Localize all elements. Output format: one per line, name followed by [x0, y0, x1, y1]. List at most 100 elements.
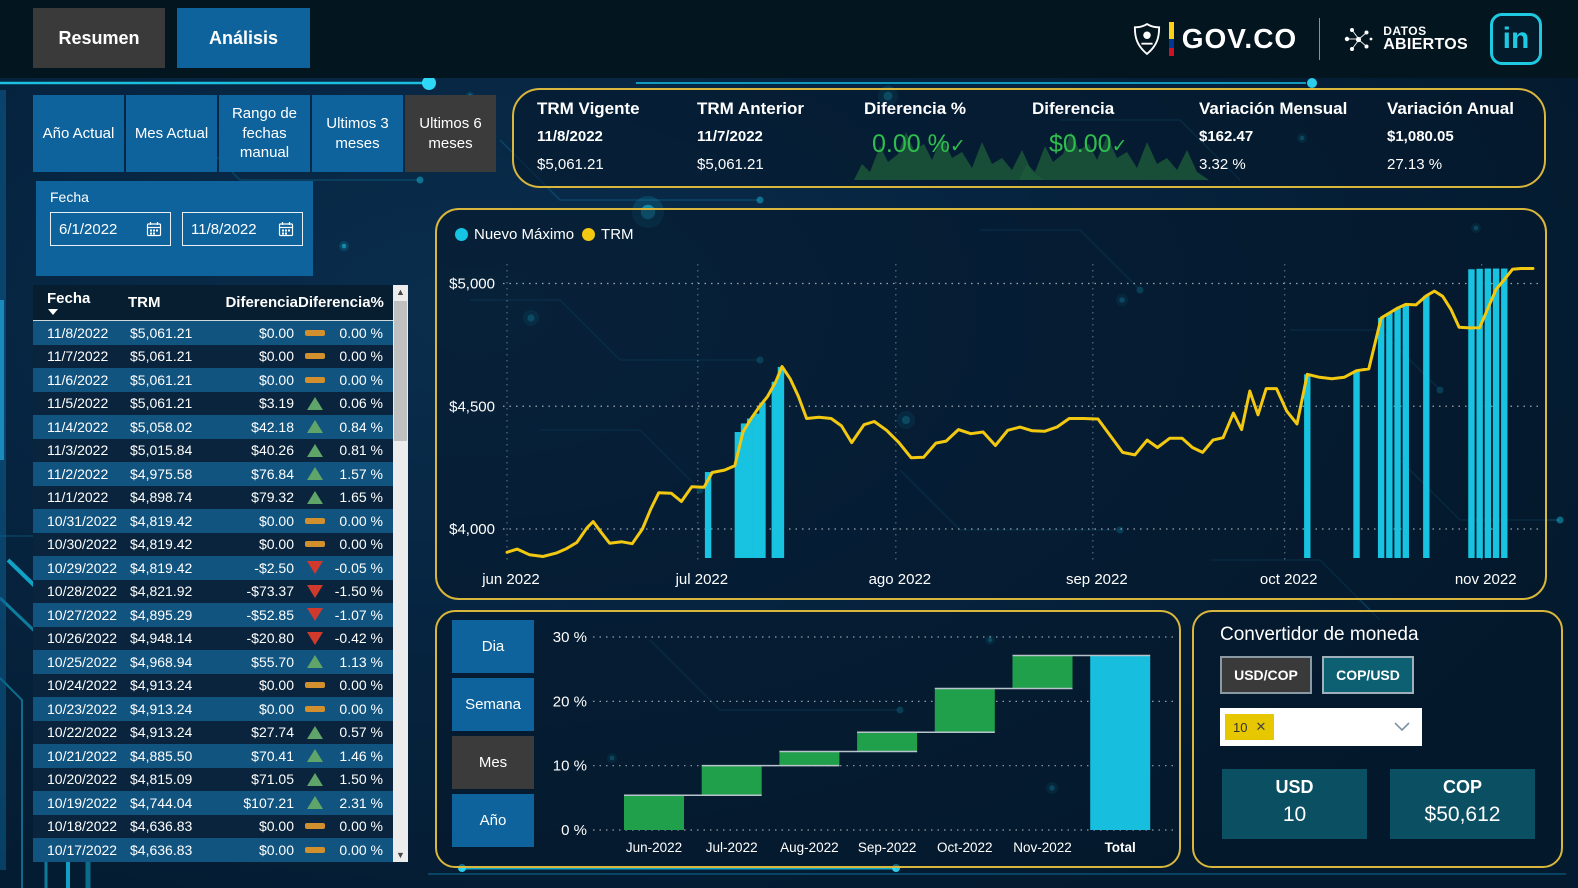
table-row[interactable]: 10/29/2022 $4,819.42 -$2.50 -0.05 % [33, 556, 408, 580]
end-date-input[interactable]: 11/8/2022 [182, 212, 303, 246]
column-header-diferencia[interactable]: Diferencia [225, 294, 298, 311]
nuevo-maximo-bar[interactable] [1402, 304, 1409, 558]
nuevo-maximo-bar[interactable] [1386, 312, 1393, 558]
table-row[interactable]: 10/18/2022 $4,636.83 $0.00 0.00 % [33, 814, 408, 838]
datos-abiertos-logo: DATOS ABIERTOS [1342, 22, 1468, 56]
amount-chip[interactable]: 10 ✕ [1225, 714, 1275, 740]
table-row[interactable]: 11/1/2022 $4,898.74 $79.32 1.65 % [33, 485, 408, 509]
up-indicator-icon [307, 467, 323, 481]
table-row[interactable]: 11/7/2022 $5,061.21 $0.00 0.00 % [33, 344, 408, 368]
nuevo-maximo-bar[interactable] [771, 381, 778, 558]
nuevo-maximo-bar[interactable] [1377, 317, 1385, 558]
table-scrollbar[interactable]: ▲ ▼ [393, 285, 408, 862]
amount-dropdown[interactable]: 10 ✕ [1220, 708, 1422, 746]
scroll-up-icon[interactable]: ▲ [396, 287, 405, 297]
tab-analisis[interactable]: Análisis [177, 8, 310, 68]
filter-button-4[interactable]: Ultimos 6 meses [405, 95, 496, 172]
table-row[interactable]: 11/5/2022 $5,061.21 $3.19 0.06 % [33, 391, 408, 415]
waterfall-bar-total[interactable] [1090, 655, 1151, 830]
column-header-trm[interactable]: TRM [128, 294, 161, 311]
filter-button-0[interactable]: Año Actual [33, 95, 124, 172]
column-header-fecha[interactable]: Fecha [33, 290, 128, 315]
x-axis-label: Sep-2022 [858, 840, 917, 855]
filter-button-2[interactable]: Rango de fechas manual [219, 95, 310, 172]
waterfall-bar-sep-2022[interactable] [857, 732, 918, 752]
table-row[interactable]: 10/21/2022 $4,885.50 $70.41 1.46 % [33, 744, 408, 768]
table-row[interactable]: 10/24/2022 $4,913.24 $0.00 0.00 % [33, 673, 408, 697]
nuevo-maximo-bar[interactable] [734, 432, 742, 558]
x-axis-label: Aug-2022 [780, 840, 839, 855]
scrollbar-thumb[interactable] [394, 301, 407, 441]
table-row[interactable]: 10/25/2022 $4,968.94 $55.70 1.13 % [33, 650, 408, 674]
linkedin-icon[interactable]: in [1490, 13, 1542, 65]
kpi-value: $1,080.05 [1387, 128, 1454, 145]
nuevo-maximo-bar[interactable] [1423, 295, 1430, 558]
nuevo-maximo-bar[interactable] [740, 423, 748, 558]
cop-usd-button[interactable]: COP/USD [1322, 656, 1414, 694]
table-row[interactable]: 11/2/2022 $4,975.58 $76.84 1.57 % [33, 462, 408, 486]
table-row[interactable]: 11/8/2022 $5,061.21 $0.00 0.00 % [33, 321, 408, 345]
waterfall-bar-oct-2022[interactable] [934, 688, 995, 733]
table-row[interactable]: 10/22/2022 $4,913.24 $27.74 0.57 % [33, 720, 408, 744]
table-row[interactable]: 11/4/2022 $5,058.02 $42.18 0.84 % [33, 415, 408, 439]
x-axis-label: Total [1105, 840, 1136, 855]
nuevo-maximo-bar[interactable] [1304, 374, 1311, 558]
datos-abiertos-line2: ABIERTOS [1383, 35, 1468, 53]
nuevo-maximo-bar[interactable] [1484, 268, 1492, 558]
waterfall-bar-jul-2022[interactable] [701, 765, 762, 796]
waterfall-bar-aug-2022[interactable] [779, 751, 840, 766]
start-date-input[interactable]: 6/1/2022 [50, 212, 171, 246]
x-axis-label: jun 2022 [481, 571, 540, 588]
nuevo-maximo-bar[interactable] [1476, 268, 1483, 558]
table-row[interactable]: 10/23/2022 $4,913.24 $0.00 0.00 % [33, 697, 408, 721]
calendar-icon[interactable] [278, 221, 294, 237]
table-row[interactable]: 10/17/2022 $4,636.83 $0.00 0.00 % [33, 838, 408, 862]
waterfall-bar-jun-2022[interactable] [624, 795, 684, 830]
nuevo-maximo-bar[interactable] [1501, 268, 1508, 558]
trm-line[interactable] [505, 267, 1535, 558]
waterfall-bar-nov-2022[interactable] [1012, 655, 1073, 689]
kpi-sparkline [1019, 132, 1209, 180]
amount-chip-value: 10 [1233, 719, 1248, 735]
y-axis-label: 30 % [553, 629, 587, 646]
period-button-año[interactable]: Año [452, 794, 534, 847]
period-button-dia[interactable]: Dia [452, 620, 534, 673]
nuevo-maximo-bar[interactable] [1468, 269, 1475, 558]
table-row[interactable]: 10/20/2022 $4,815.09 $71.05 1.50 % [33, 767, 408, 791]
table-row[interactable]: 10/27/2022 $4,895.29 -$52.85 -1.07 % [33, 603, 408, 627]
table-row[interactable]: 10/19/2022 $4,744.04 $107.21 2.31 % [33, 791, 408, 815]
filter-button-1[interactable]: Mes Actual [126, 95, 217, 172]
period-button-semana[interactable]: Semana [452, 678, 534, 731]
nuevo-maximo-bar[interactable] [1492, 268, 1500, 558]
usd-cop-button[interactable]: USD/COP [1220, 656, 1312, 694]
nuevo-maximo-bar[interactable] [746, 418, 754, 558]
converter-title: Convertidor de moneda [1220, 624, 1419, 645]
nuevo-maximo-bar[interactable] [1394, 308, 1401, 558]
legend-nuevo-maximo[interactable]: Nuevo Máximo [455, 226, 574, 243]
remove-chip-icon[interactable]: ✕ [1255, 719, 1267, 734]
y-axis-label: 10 % [553, 758, 587, 775]
table-row[interactable]: 10/28/2022 $4,821.92 -$73.37 -1.50 % [33, 579, 408, 603]
kpi-date: 11/8/2022 [537, 128, 603, 145]
nuevo-maximo-bar[interactable] [753, 413, 760, 558]
filter-button-3[interactable]: Ultimos 3 meses [312, 95, 403, 172]
up-indicator-icon [307, 796, 323, 810]
legend-trm[interactable]: TRM [582, 226, 634, 243]
scroll-down-icon[interactable]: ▼ [396, 850, 405, 860]
chevron-down-icon[interactable] [1394, 722, 1410, 732]
nuevo-maximo-bar[interactable] [777, 366, 785, 558]
table-row[interactable]: 11/3/2022 $5,015.84 $40.26 0.81 % [33, 438, 408, 462]
calendar-icon[interactable] [146, 221, 162, 237]
tab-resumen[interactable]: Resumen [33, 8, 165, 68]
nuevo-maximo-bar[interactable] [1353, 370, 1360, 558]
column-header-diferencia-pct[interactable]: Diferencia% [298, 294, 384, 311]
table-row[interactable]: 10/31/2022 $4,819.42 $0.00 0.00 % [33, 509, 408, 533]
table-row[interactable]: 11/6/2022 $5,061.21 $0.00 0.00 % [33, 368, 408, 392]
period-buttons: Dia Semana Mes Año [452, 620, 534, 852]
table-row[interactable]: 10/26/2022 $4,948.14 -$20.80 -0.42 % [33, 626, 408, 650]
nuevo-maximo-bar[interactable] [759, 402, 766, 558]
period-button-mes[interactable]: Mes [452, 736, 534, 789]
kpi-green-value: 0.00 %✓ [872, 130, 966, 158]
table-row[interactable]: 10/30/2022 $4,819.42 $0.00 0.00 % [33, 532, 408, 556]
nuevo-maximo-bar[interactable] [704, 472, 712, 558]
